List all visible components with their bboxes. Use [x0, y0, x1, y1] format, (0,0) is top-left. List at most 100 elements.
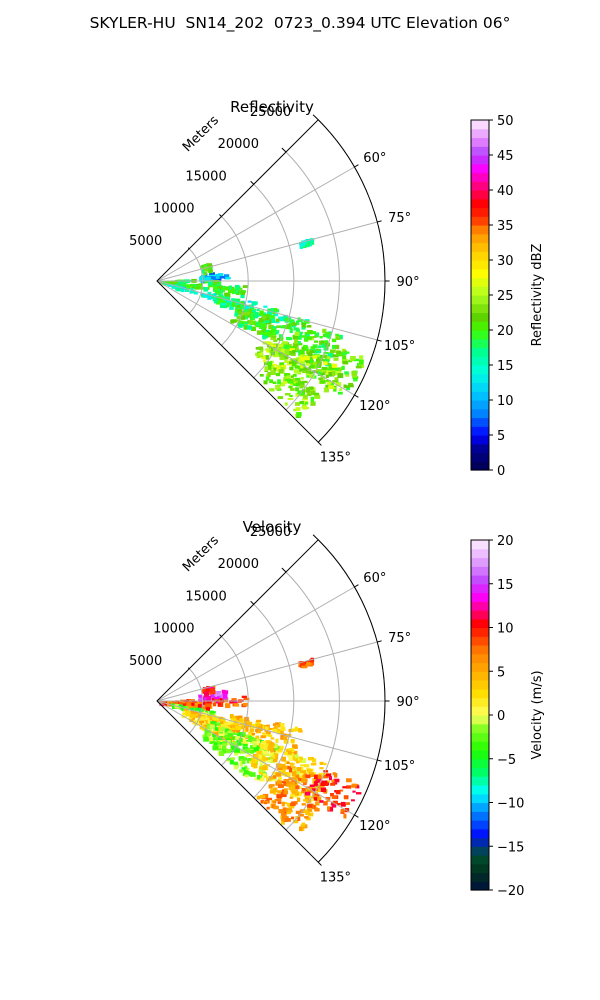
echo-gate: [323, 351, 329, 355]
echo-gate: [273, 790, 277, 795]
echo-gate: [220, 694, 225, 699]
angle-tick: [354, 394, 359, 398]
echo-gate: [335, 790, 341, 795]
echo-gate: [205, 707, 210, 712]
echo-gate: [337, 391, 343, 395]
echo-gate: [260, 742, 266, 746]
echo-gate: [320, 782, 325, 787]
radial-axis-label: Meters: [180, 533, 222, 575]
echo-gate: [273, 775, 277, 779]
echo-gate: [266, 797, 273, 801]
echo-gate: [282, 325, 288, 329]
echo-gate: [208, 269, 213, 273]
echo-gate: [298, 813, 304, 817]
echo-gate: [268, 346, 274, 352]
echo-gate: [230, 728, 235, 731]
echo-gate: [271, 771, 278, 776]
echo-gate: [298, 758, 302, 763]
echo-gate: [264, 726, 269, 731]
echo-gate: [316, 774, 322, 779]
echo-gate: [323, 762, 327, 766]
echo-gate: [299, 361, 305, 365]
echo-gate: [351, 799, 355, 802]
echo-gate: [258, 777, 265, 782]
echo-gate: [305, 402, 309, 405]
echo-gate: [299, 356, 305, 362]
echo-gate: [304, 764, 310, 768]
echo-gate: [315, 796, 322, 802]
echo-gate: [220, 285, 226, 289]
echo-gate: [335, 382, 342, 387]
echo-gate: [284, 317, 290, 322]
colorbar-tick-label: 0: [497, 464, 505, 479]
radial-tick-label: 20000: [218, 557, 259, 572]
echo-gate: [280, 763, 286, 769]
echo-gate: [274, 752, 279, 755]
echo-gate: [290, 766, 296, 769]
echo-gate: [256, 330, 263, 335]
echo-gate: [297, 369, 302, 375]
echo-gate: [289, 350, 294, 353]
colorbar-segment: [471, 365, 489, 375]
echo-gate: [217, 289, 224, 294]
echo-gate: [324, 332, 329, 338]
echo-gate: [213, 742, 218, 746]
echo-gate: [280, 325, 284, 329]
echo-gate: [290, 802, 296, 807]
echo-gate: [301, 346, 307, 351]
echo-gate: [239, 761, 243, 767]
colorbar-segment: [471, 872, 489, 882]
colorbar-segment: [471, 400, 489, 410]
echo-gate: [269, 332, 273, 337]
echo-gate: [245, 325, 251, 330]
echo-gate: [316, 788, 321, 793]
echo-gate: [262, 758, 266, 762]
echo-gate: [214, 696, 220, 700]
echo-gate: [200, 716, 205, 721]
echo-gate: [249, 312, 256, 317]
echo-gate: [291, 771, 297, 776]
echo-gate: [278, 809, 284, 814]
echo-gate: [343, 384, 347, 388]
echo-gate: [217, 735, 223, 741]
echo-gate: [197, 705, 202, 710]
echo-gate: [203, 691, 209, 694]
colorbar-segment: [471, 881, 489, 891]
colorbar-segment: [471, 697, 489, 707]
echo-gate: [283, 376, 290, 381]
echo-gate: [244, 747, 250, 751]
echo-gate: [219, 276, 225, 279]
echo-gate: [319, 336, 323, 339]
angle-tick: [377, 640, 382, 643]
echo-gate: [255, 735, 260, 739]
echo-gate: [190, 716, 196, 720]
angle-tick-label: 135°: [320, 870, 351, 885]
angle-tick-label: 60°: [363, 571, 386, 586]
echo-gate: [273, 805, 279, 810]
echo-gate: [242, 702, 248, 707]
echo-gate: [217, 744, 222, 750]
echo-gate: [321, 366, 328, 370]
echo-gate: [195, 286, 200, 290]
echo-gate: [288, 805, 295, 809]
echo-gate: [261, 765, 268, 770]
echo-gate: [318, 362, 322, 367]
echo-gate: [190, 283, 195, 287]
angle-tick: [354, 584, 359, 588]
echo-gate: [252, 301, 258, 305]
echo-gate: [305, 799, 312, 804]
echo-gate: [285, 818, 291, 822]
echo-gate: [332, 354, 339, 358]
echo-gate: [306, 795, 311, 798]
echo-gate: [352, 790, 356, 793]
echo-gate: [276, 325, 281, 329]
echo-gate: [301, 790, 305, 794]
echo-gate: [224, 697, 229, 703]
echo-gate: [305, 774, 311, 779]
echo-gate: [283, 381, 287, 385]
colorbar-tick-label: 45: [497, 149, 514, 164]
echo-gate: [300, 758, 307, 764]
echo-gate: [290, 753, 295, 757]
echo-gate: [182, 703, 186, 707]
echo-gate: [342, 355, 347, 360]
